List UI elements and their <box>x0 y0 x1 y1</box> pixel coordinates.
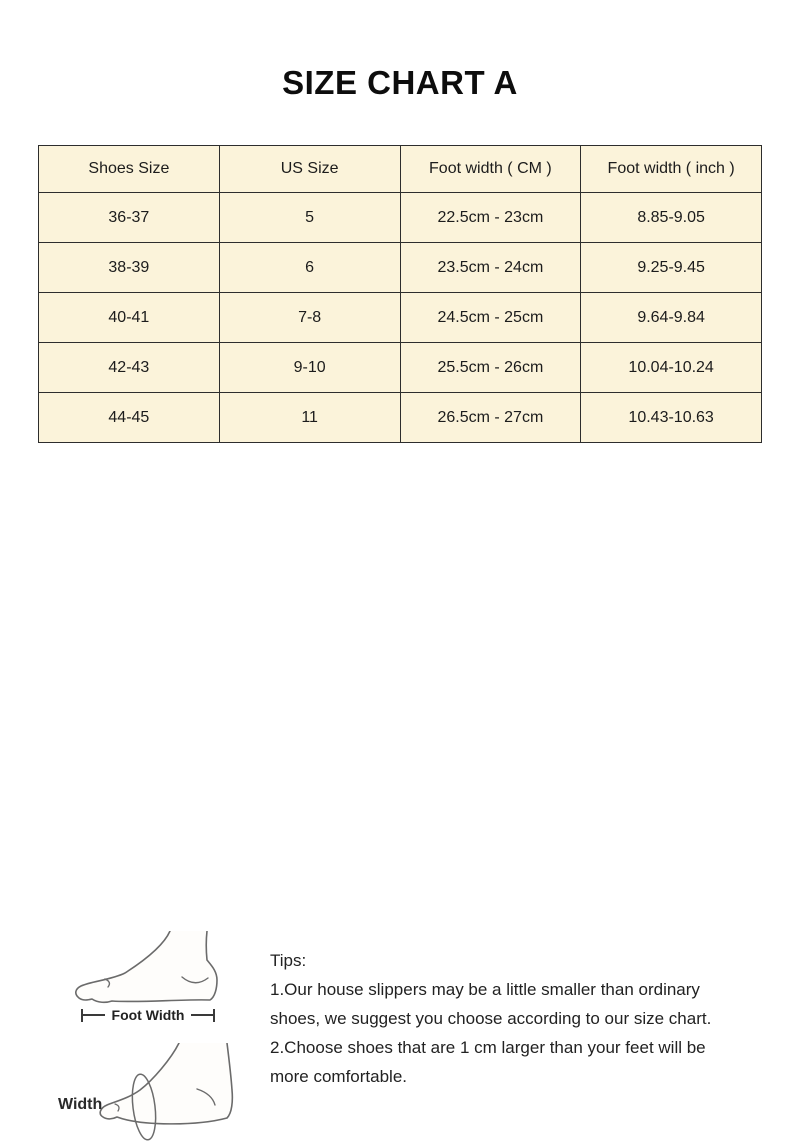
cell-foot-width-inch: 9.64-9.84 <box>580 292 762 343</box>
tips-line: more comfortable. <box>270 1067 407 1086</box>
cell-us-size: 5 <box>218 192 401 243</box>
cell-foot-width-cm: 22.5cm - 23cm <box>399 192 582 243</box>
cell-us-size: 9-10 <box>218 342 401 393</box>
size-table-body: 36-37 5 22.5cm - 23cm 8.85-9.05 38-39 6 … <box>38 192 762 443</box>
cell-us-size: 7-8 <box>218 292 401 343</box>
size-table-header: Shoes Size US Size Foot width ( CM ) Foo… <box>38 145 762 193</box>
table-header-row: Shoes Size US Size Foot width ( CM ) Foo… <box>38 145 762 193</box>
cell-foot-width-cm: 25.5cm - 26cm <box>399 342 582 393</box>
cell-foot-width-cm: 26.5cm - 27cm <box>399 392 582 443</box>
cell-shoes-size: 38-39 <box>38 242 220 293</box>
cell-foot-width-inch: 8.85-9.05 <box>580 192 762 243</box>
cell-shoes-size: 44-45 <box>38 392 220 443</box>
foot-width-label: Foot Width <box>111 1007 185 1023</box>
table-row: 40-41 7-8 24.5cm - 25cm 9.64-9.84 <box>38 292 762 343</box>
cell-us-size: 6 <box>218 242 401 293</box>
measure-line-segment <box>83 1014 105 1016</box>
size-chart-page: SIZE CHART A Shoes Size US Size Foot wid… <box>0 64 800 1141</box>
col-header-foot-width-inch: Foot width ( inch ) <box>580 145 762 193</box>
cell-shoes-size: 42-43 <box>38 342 220 393</box>
cell-foot-width-cm: 23.5cm - 24cm <box>399 242 582 293</box>
table-row: 38-39 6 23.5cm - 24cm 9.25-9.45 <box>38 242 762 293</box>
size-table: Shoes Size US Size Foot width ( CM ) Foo… <box>38 145 762 443</box>
cell-foot-width-inch: 10.43-10.63 <box>580 392 762 443</box>
tips-block: Tips: 1.Our house slippers may be a litt… <box>270 946 711 1091</box>
measure-right-tick <box>213 1008 216 1022</box>
cell-us-size: 11 <box>218 392 401 443</box>
cell-foot-width-inch: 10.04-10.24 <box>580 342 762 393</box>
table-row: 44-45 11 26.5cm - 27cm 10.43-10.63 <box>38 392 762 443</box>
col-header-shoes-size: Shoes Size <box>38 145 220 193</box>
foot-side-profile-icon <box>75 931 218 1004</box>
tips-line: 2.Choose shoes that are 1 cm larger than… <box>270 1038 706 1057</box>
foot-width-measure-line: Foot Width <box>81 1007 216 1023</box>
tips-line: shoes, we suggest you choose according t… <box>270 1009 712 1028</box>
table-row: 42-43 9-10 25.5cm - 26cm 10.04-10.24 <box>38 342 762 393</box>
foot-girth-icon <box>99 1043 234 1141</box>
tips-heading: Tips: <box>270 951 307 970</box>
tips-line: 1.Our house slippers may be a little sma… <box>270 980 700 999</box>
cell-shoes-size: 36-37 <box>38 192 220 243</box>
cell-foot-width-cm: 24.5cm - 25cm <box>399 292 582 343</box>
table-row: 36-37 5 22.5cm - 23cm 8.85-9.05 <box>38 192 762 243</box>
cell-shoes-size: 40-41 <box>38 292 220 343</box>
page-title: SIZE CHART A <box>282 64 518 101</box>
col-header-foot-width-cm: Foot width ( CM ) <box>399 145 582 193</box>
measure-line-segment <box>191 1014 214 1016</box>
width-label: Width <box>58 1096 103 1113</box>
cell-foot-width-inch: 9.25-9.45 <box>580 242 762 293</box>
col-header-us-size: US Size <box>218 145 401 193</box>
measurement-guide: Foot Width Width Tips: 1.Our house slipp… <box>0 450 800 1141</box>
